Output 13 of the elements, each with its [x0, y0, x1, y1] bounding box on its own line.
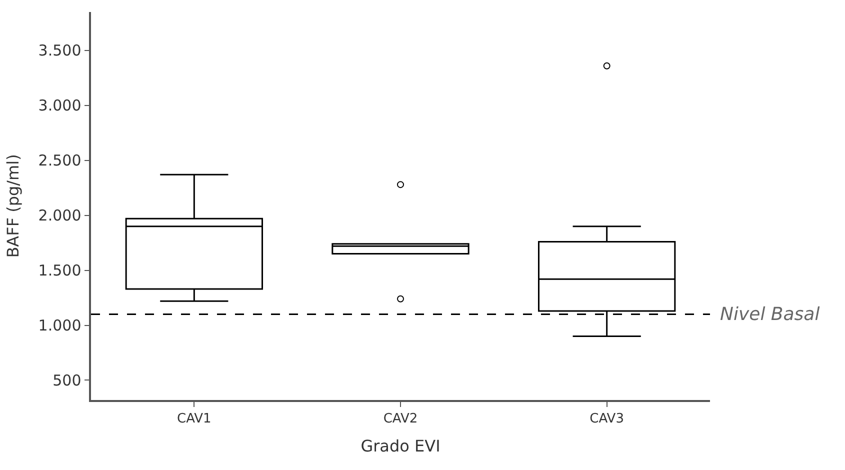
y-axis-title: BAFF (pg/ml) [4, 154, 23, 258]
x-tick-label: CAV1 [177, 411, 212, 426]
y-tick-label: 2.500 [38, 152, 82, 170]
y-tick-label: 2.000 [38, 206, 82, 225]
y-tick-label: 500 [52, 371, 82, 390]
x-axis-title: Grado EVI [360, 436, 440, 456]
ref-line-label: Nivel Basal [720, 304, 820, 325]
y-tick-label: 3.000 [38, 96, 82, 115]
x-tick-label: CAV2 [383, 411, 418, 426]
y-tick-label: 3.500 [38, 42, 82, 60]
y-tick-label: 1.000 [38, 316, 82, 335]
x-tick-label: CAV3 [590, 411, 624, 426]
y-tick-label: 1.500 [38, 262, 82, 280]
